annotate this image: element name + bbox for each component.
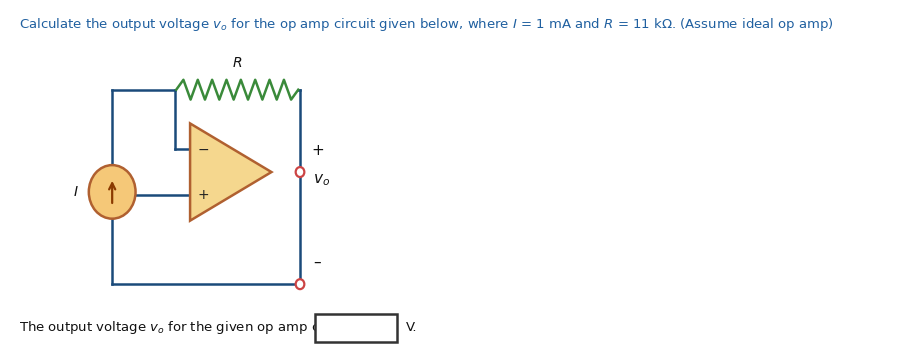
Text: $I$: $I$ [72, 185, 79, 199]
Text: $-$: $-$ [197, 142, 209, 156]
Text: $v_o$: $v_o$ [313, 172, 330, 188]
Text: The output voltage $v_o$ for the given op amp circuit is: The output voltage $v_o$ for the given o… [18, 319, 368, 336]
Text: V.: V. [406, 321, 417, 334]
Text: Calculate the output voltage $v_o$ for the op amp circuit given below, where $I$: Calculate the output voltage $v_o$ for t… [18, 16, 834, 33]
Text: +: + [311, 143, 323, 158]
Circle shape [89, 165, 136, 219]
Text: $+$: $+$ [197, 188, 209, 202]
Text: $R$: $R$ [232, 56, 243, 70]
Circle shape [296, 167, 304, 177]
FancyBboxPatch shape [315, 314, 397, 342]
Circle shape [296, 279, 304, 289]
Text: –: – [313, 255, 322, 270]
Polygon shape [191, 124, 271, 221]
